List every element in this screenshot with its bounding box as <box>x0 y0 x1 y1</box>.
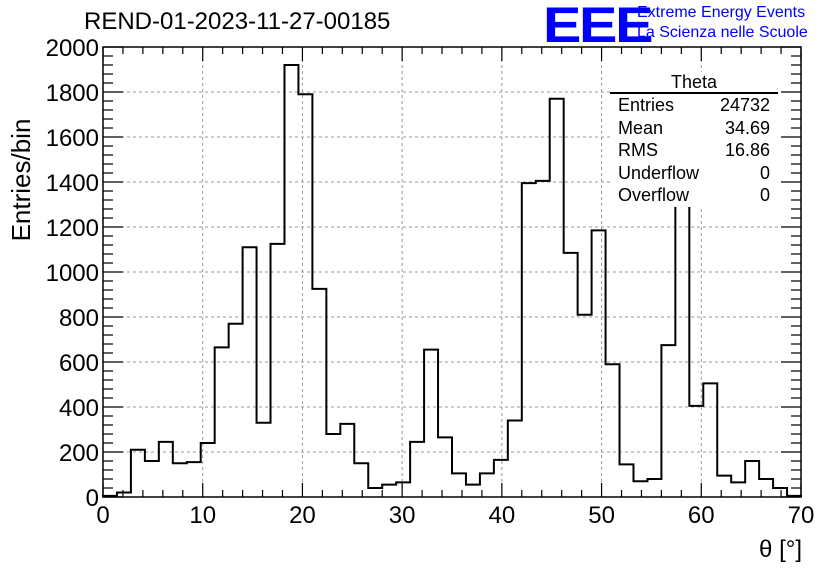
chart-title: REND-01-2023-11-27-00185 <box>84 8 391 35</box>
y-tick-label: 1800 <box>46 80 99 107</box>
stats-row-entries: Entries 24732 <box>610 94 778 117</box>
stats-box: Theta Entries 24732 Mean 34.69 RMS 16.86… <box>610 72 778 207</box>
logo-line-2: La Scienza nelle Scuole <box>637 24 808 41</box>
x-tick-label: 30 <box>389 502 416 529</box>
y-axis-label: Entries/bin <box>6 119 36 242</box>
x-tick-label: 0 <box>96 502 109 529</box>
stats-value: 0 <box>759 185 770 206</box>
stats-value: 0 <box>759 162 770 183</box>
x-tick-label: 20 <box>289 502 316 529</box>
x-tick-label: 40 <box>489 502 516 529</box>
y-tick-label: 1400 <box>46 170 99 197</box>
y-tick-label: 400 <box>59 395 99 422</box>
x-axis-label: θ [°] <box>759 536 802 563</box>
stats-value: 24732 <box>719 95 770 115</box>
stats-row-overflow: Overflow 0 <box>610 184 778 207</box>
y-tick-label: 1200 <box>46 215 99 242</box>
stats-label: Overflow <box>618 185 690 206</box>
y-tick-label: 200 <box>59 440 99 467</box>
axis-ticks <box>102 46 802 498</box>
stats-label: RMS <box>618 140 658 161</box>
y-tick-label: 1600 <box>46 125 99 152</box>
x-tick-label: 60 <box>688 502 715 529</box>
stats-label: Entries <box>618 95 675 115</box>
x-tick-labels: 0 10 20 30 40 50 60 70 <box>96 502 814 529</box>
x-tick-label: 50 <box>588 502 615 529</box>
y-tick-label: 2000 <box>46 35 99 62</box>
x-tick-label: 10 <box>189 502 216 529</box>
stats-row-underflow: Underflow 0 <box>610 162 778 185</box>
x-tick-label: 70 <box>788 502 815 529</box>
y-tick-label: 1000 <box>46 260 99 287</box>
logo-line-1: Extreme Energy Events <box>637 4 806 21</box>
y-tick-labels: 0 200 400 600 800 1000 1200 1400 1600 1800 2000 <box>46 35 99 512</box>
y-tick-label: 0 <box>86 485 99 512</box>
stats-label: Mean <box>618 117 664 138</box>
stats-label: Underflow <box>618 162 700 183</box>
stats-row-mean: Mean 34.69 <box>610 117 778 140</box>
stats-value: 34.69 <box>724 117 770 138</box>
eee-logo: EEE <box>543 0 653 53</box>
stats-value: 16.86 <box>724 140 770 161</box>
y-tick-label: 800 <box>59 305 99 332</box>
stats-row-rms: RMS 16.86 <box>610 139 778 162</box>
stats-box-title: Theta <box>610 72 778 94</box>
y-tick-label: 600 <box>59 350 99 377</box>
